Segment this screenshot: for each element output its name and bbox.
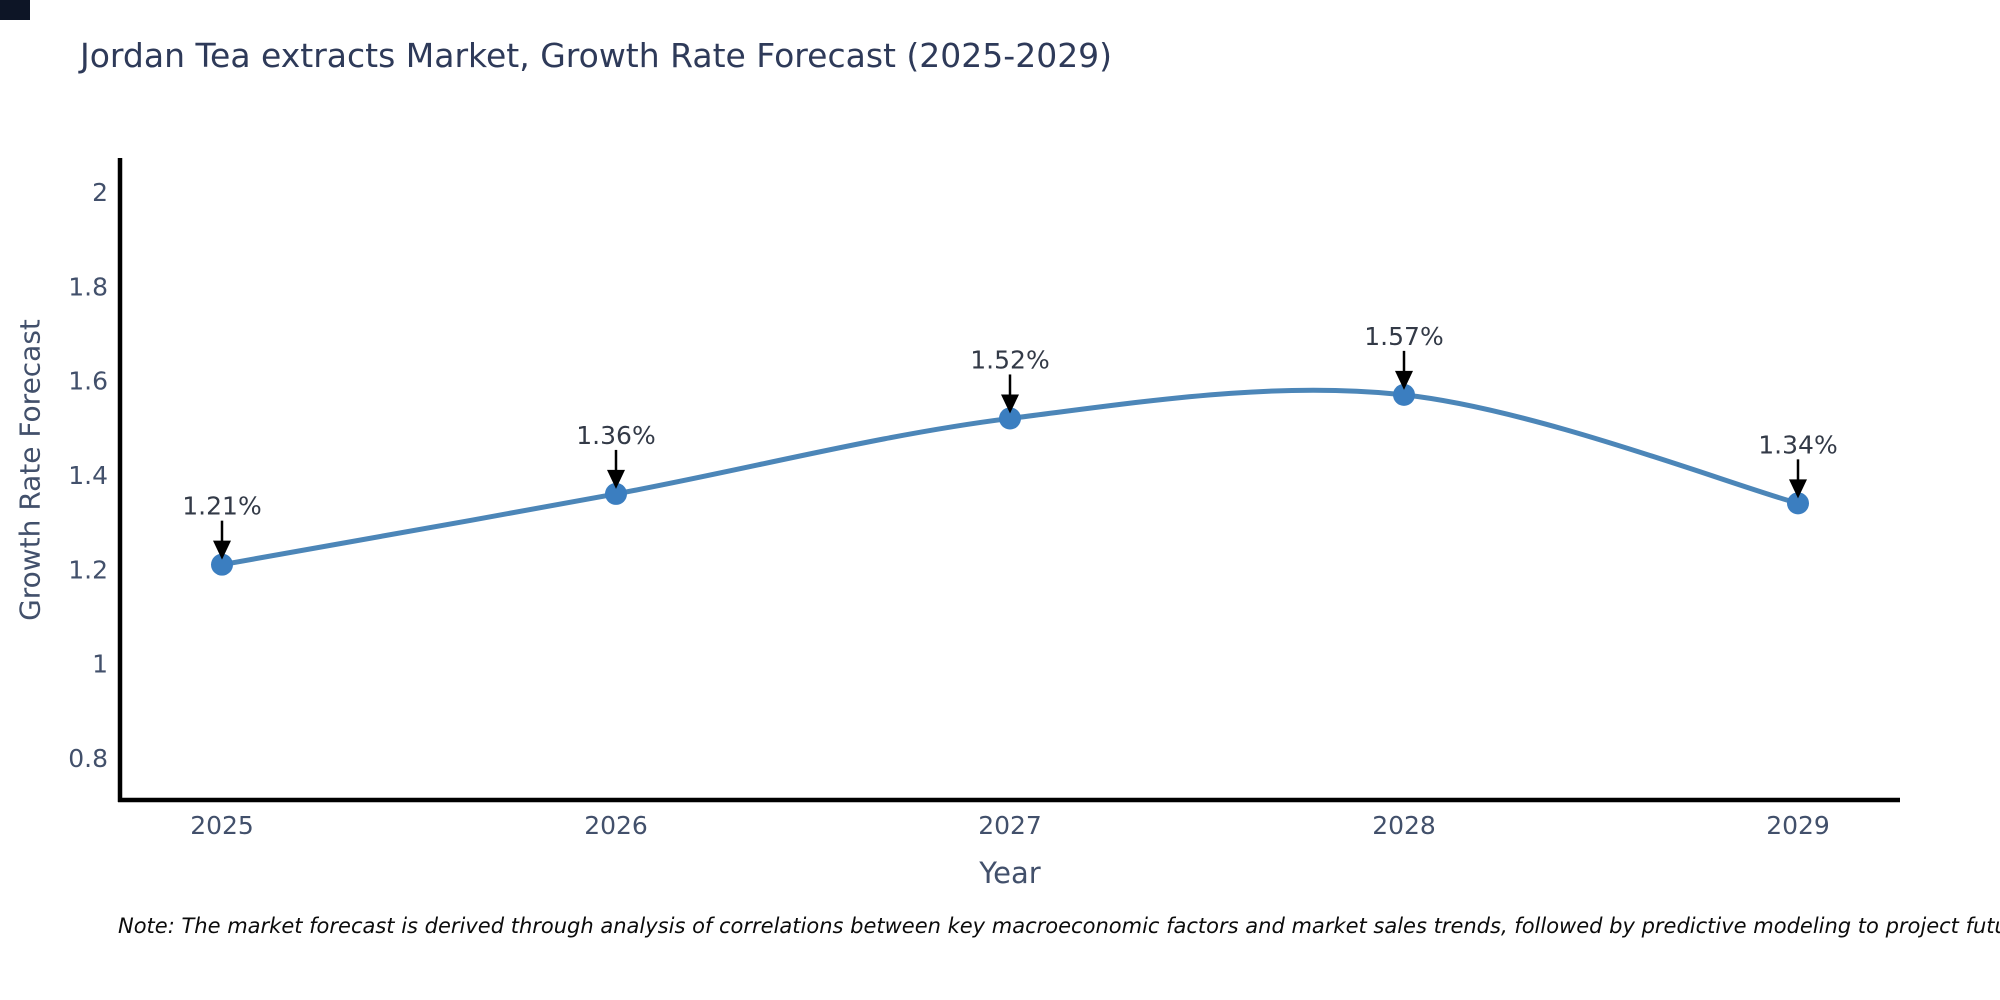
corner-mark (0, 0, 30, 20)
annotation-arrow-head (1001, 394, 1019, 414)
data-point (999, 407, 1021, 430)
data-point (1393, 383, 1415, 406)
x-tick-label: 2025 (190, 811, 254, 840)
annotation-arrow-head (1789, 479, 1807, 499)
annotation-arrow-head (213, 540, 231, 560)
y-tick-label: 1 (92, 650, 108, 679)
x-tick-label: 2026 (584, 811, 648, 840)
annotation-arrow-head (1395, 370, 1413, 390)
footnote: Note: The market forecast is derived thr… (118, 914, 2000, 938)
data-point (1787, 492, 1809, 515)
y-tick-label: 2 (92, 178, 108, 207)
y-tick-label: 1.6 (68, 367, 108, 396)
point-annotation: 1.36% (576, 421, 655, 450)
point-annotation: 1.52% (970, 345, 1049, 374)
x-tick-label: 2027 (978, 811, 1042, 840)
y-tick-label: 1.2 (68, 555, 108, 584)
chart-title: Jordan Tea extracts Market, Growth Rate … (80, 36, 1113, 75)
x-axis-label: Year (979, 856, 1041, 890)
point-annotation: 1.34% (1758, 430, 1837, 459)
point-annotation: 1.57% (1364, 322, 1443, 351)
x-tick-label: 2029 (1766, 811, 1830, 840)
x-tick-label: 2028 (1372, 811, 1436, 840)
data-point (211, 553, 233, 576)
point-annotation: 1.21% (182, 492, 261, 521)
y-tick-label: 1.8 (68, 272, 108, 301)
annotation-arrow-head (607, 469, 625, 489)
y-tick-label: 1.4 (68, 461, 108, 490)
data-point (605, 482, 627, 505)
y-tick-label: 0.8 (68, 744, 108, 773)
